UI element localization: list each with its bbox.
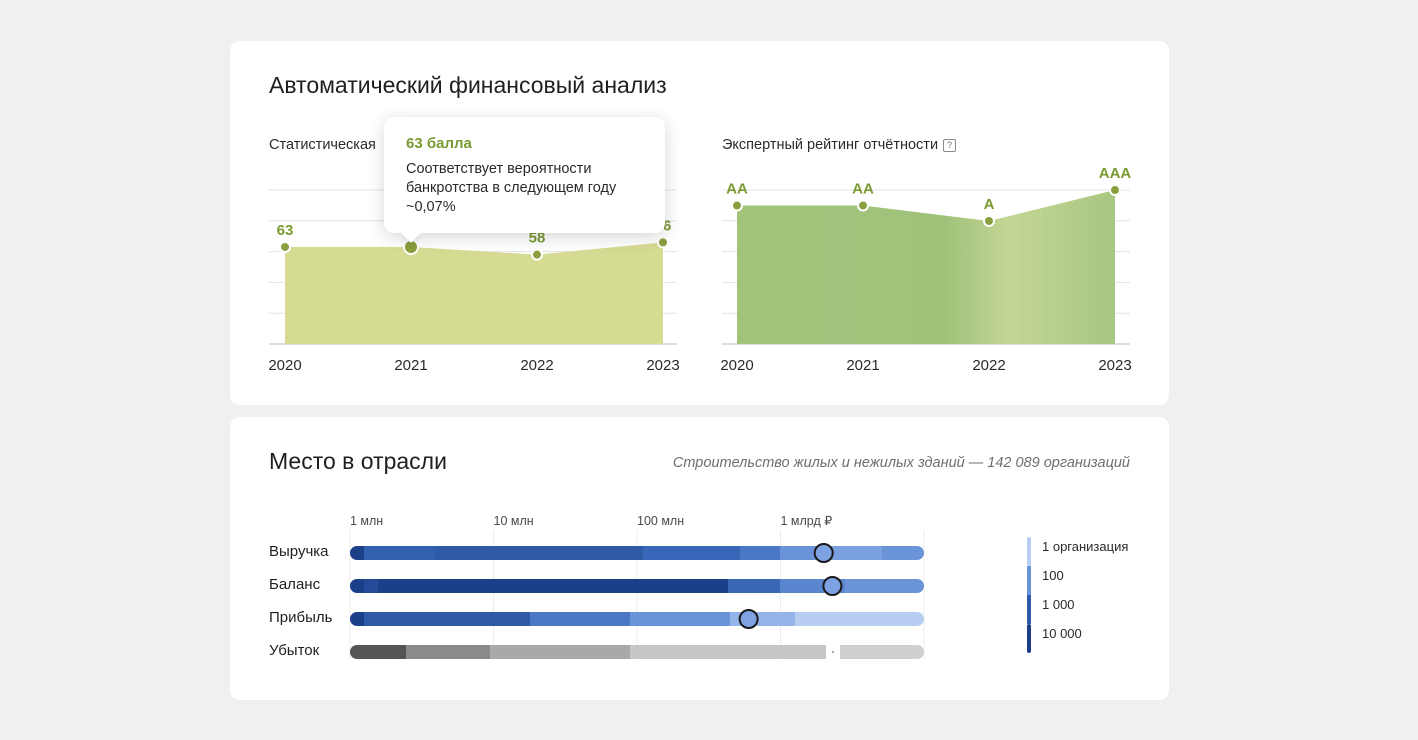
bar-segment — [490, 645, 630, 659]
bar-segment — [530, 612, 630, 626]
data-label: AA — [726, 181, 748, 198]
legend-swatch-1000 — [1027, 595, 1031, 624]
bar-segment — [357, 546, 364, 560]
legend-item-100: 100 — [1042, 568, 1064, 583]
data-label: AA — [852, 181, 874, 198]
row-label-revenue: Выручка — [269, 543, 329, 560]
score-tooltip: 63 балла Соответствует вероятности банкр… — [384, 117, 665, 243]
finance-card: Автоматический финансовый анализ Статист… — [230, 41, 1169, 405]
data-point — [731, 199, 743, 212]
tooltip-title: 63 балла — [406, 135, 472, 152]
data-label: A — [984, 196, 995, 213]
bar-segment — [845, 579, 917, 593]
bar-segment — [630, 612, 730, 626]
x-tick-label: 2020 — [720, 357, 753, 374]
industry-card: Место в отрасли Строительство жилых и не… — [230, 417, 1169, 700]
company-marker — [738, 609, 759, 629]
statistical-rating-label: Статистическая — [269, 137, 376, 153]
data-point — [279, 240, 291, 253]
help-icon[interactable]: ? — [943, 139, 957, 152]
industry-title: Место в отрасли — [269, 448, 447, 474]
legend-item-1000: 1 000 — [1042, 597, 1075, 612]
expert-rating-chart: AA 2020 AA 2021 A 2022 AAA 2023 — [720, 165, 1132, 374]
bar-segment — [357, 579, 364, 593]
legend-swatch-100 — [1027, 566, 1031, 595]
scale-tick-label: 10 млн — [494, 514, 534, 528]
row-label-loss: Убыток — [269, 642, 320, 659]
scale-tick-label: 100 млн — [637, 514, 684, 528]
row-label-balance: Баланс — [269, 576, 321, 593]
x-tick-label: 2023 — [646, 357, 679, 374]
data-label: AAA — [1099, 165, 1132, 182]
loss-dot — [832, 651, 834, 653]
legend-swatch-10000 — [1027, 624, 1031, 653]
finance-title: Автоматический финансовый анализ — [269, 72, 667, 98]
bar-segment — [740, 546, 780, 560]
bar-segment — [882, 546, 917, 560]
x-tick-label: 2021 — [394, 357, 427, 374]
company-marker — [813, 543, 834, 563]
scale-tick-label: 1 млрд ₽ — [781, 514, 833, 528]
area-series — [737, 190, 1115, 344]
bar-segment — [840, 645, 917, 659]
legend-item-10000: 10 000 — [1042, 626, 1082, 641]
bar-segment — [364, 579, 378, 593]
data-point — [531, 248, 543, 261]
bar-segment — [357, 612, 364, 626]
data-point — [857, 199, 869, 212]
bar-segment — [364, 612, 530, 626]
bar-track-1 — [350, 546, 924, 560]
bar-segment — [357, 645, 406, 659]
bar-segment — [830, 546, 882, 560]
bar-track-3 — [350, 612, 924, 626]
expert-rating-label: Экспертный рейтинг отчётности? — [722, 137, 957, 153]
bar-segment — [630, 645, 826, 659]
x-tick-label: 2022 — [972, 357, 1005, 374]
industry-bars-chart: 1 млн 10 млн 100 млн 1 млрд ₽ — [349, 514, 925, 660]
legend-swatch-1 — [1027, 537, 1031, 566]
bar-segment — [406, 645, 490, 659]
legend-scale — [1027, 537, 1031, 653]
bar-segment — [435, 546, 643, 560]
legend-item-1: 1 организация — [1042, 539, 1129, 554]
area-series — [285, 242, 663, 344]
expert-rating-label-text: Экспертный рейтинг отчётности — [722, 137, 939, 153]
data-label: 58 — [529, 230, 546, 247]
x-tick-label: 2020 — [268, 357, 301, 374]
x-tick-label: 2022 — [520, 357, 553, 374]
bar-segment — [364, 546, 435, 560]
bar-segment — [728, 579, 780, 593]
tooltip-text: Соответствует вероятности банкротства в … — [406, 161, 617, 215]
bar-track-4 — [350, 645, 924, 659]
data-label: 63 — [277, 222, 294, 239]
x-tick-label: 2021 — [846, 357, 879, 374]
industry-subtitle: Строительство жилых и нежилых зданий — 1… — [672, 455, 1130, 471]
scale-tick-label: 1 млн — [350, 514, 383, 528]
row-label-profit: Прибыль — [269, 609, 333, 626]
bar-segment — [643, 546, 740, 560]
bar-segment — [795, 612, 917, 626]
company-marker — [822, 576, 843, 596]
data-point — [983, 215, 995, 227]
bar-segment — [378, 579, 728, 593]
bar-track-2 — [350, 579, 924, 593]
data-point — [657, 236, 669, 249]
data-point — [1109, 184, 1121, 196]
x-tick-label: 2023 — [1098, 357, 1131, 374]
